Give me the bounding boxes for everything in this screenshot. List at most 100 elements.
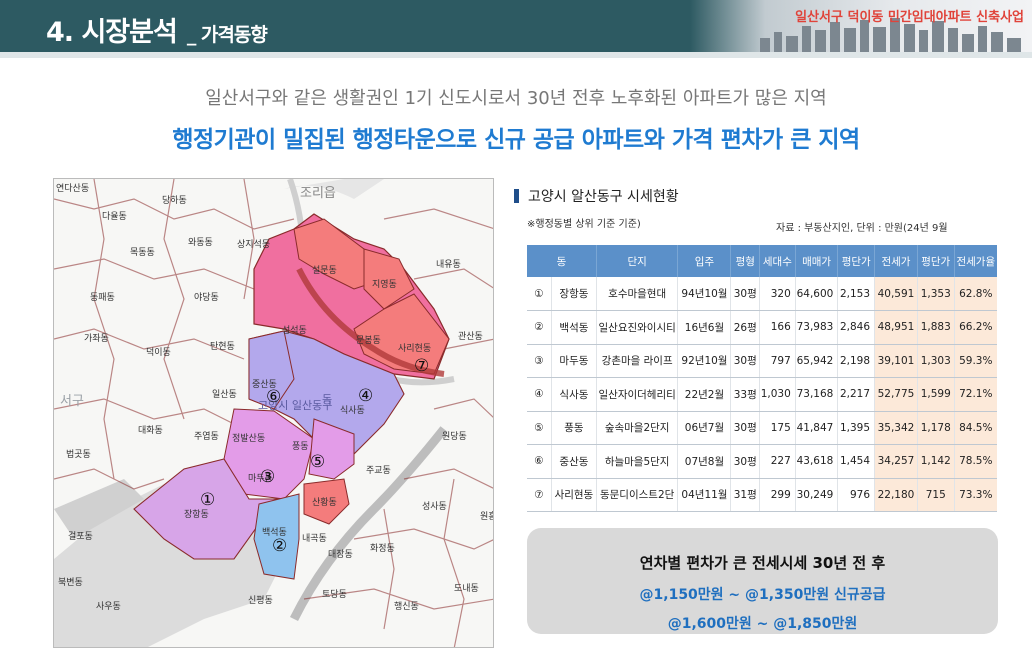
th-sale-per-pyeong: 평단가 xyxy=(837,245,875,277)
marker-2: ② xyxy=(272,536,287,556)
table-cell: 1,395 xyxy=(837,411,875,445)
map-label: 법곳동 xyxy=(66,449,91,460)
table-cell: 34,257 xyxy=(874,444,918,479)
price-table: 동 단지 입주 평형 세대수 매매가 평단가 전세가 평단가 전세가율 ① 장항동… xyxy=(527,245,997,512)
map-label: 신평동 xyxy=(248,595,273,606)
table-cell: 22,180 xyxy=(874,478,918,512)
marker-5: ⑤ xyxy=(310,452,325,472)
map-label: 일산동 xyxy=(212,389,237,400)
table-cell: 30평 xyxy=(730,411,760,445)
table-cell: 33평 xyxy=(730,377,760,412)
map-label: 원당동 xyxy=(442,431,467,442)
map-label: 걸포동 xyxy=(68,531,93,542)
table-cell: 31평 xyxy=(730,478,760,512)
table-cell: 94년10월 xyxy=(677,277,731,311)
table-cell: 1,454 xyxy=(837,444,875,479)
map-label: 대장동 xyxy=(328,549,353,560)
map-label: 문봉동 xyxy=(356,335,381,346)
table-cell: 식사동 xyxy=(550,377,597,412)
map-label: 식사동 xyxy=(340,405,365,416)
map-label: 성석동 xyxy=(282,325,307,336)
table-cell: 715 xyxy=(916,478,955,512)
intro-line-1: 일산서구와 같은 생활권인 1기 신도시로서 30년 전후 노후화된 아파트가 … xyxy=(205,88,827,109)
map-label: 상지석동 xyxy=(237,239,270,250)
table-cell: 43,618 xyxy=(794,444,838,479)
th-households: 세대수 xyxy=(759,245,796,277)
table-cell: ⑤ xyxy=(527,411,552,445)
map-label: 장항동 xyxy=(184,509,209,520)
th-size: 평형 xyxy=(730,245,760,277)
map-label: 행신동 xyxy=(394,600,419,612)
table-cell: 52,775 xyxy=(874,377,918,412)
map-label: 다율동 xyxy=(102,211,127,222)
map-label: 가좌동 xyxy=(84,333,109,344)
map-label: 북변동 xyxy=(58,577,83,588)
table-cell: 30평 xyxy=(730,277,760,311)
table-cell: ② xyxy=(527,310,552,345)
table-cell: 1,178 xyxy=(916,411,955,445)
table-cell: 41,847 xyxy=(794,411,838,445)
table-cell: 사리현동 xyxy=(550,478,597,512)
table-cell: 장항동 xyxy=(550,277,597,311)
th-movein: 입주 xyxy=(677,245,731,277)
table-cell: 중산동 xyxy=(550,444,597,479)
map-label: 백석동 xyxy=(262,527,287,538)
map-label: 주엽동 xyxy=(194,431,219,442)
table-cell: 숲속마을2단지 xyxy=(595,411,678,445)
table-note-criteria: ※행정동별 상위 기준 기준) xyxy=(527,219,641,230)
table-cell: 06년7월 xyxy=(677,411,731,445)
map-label: 연다산동 xyxy=(56,183,89,194)
table-cell: 2,217 xyxy=(837,377,875,412)
map-label: 설문동 xyxy=(312,265,337,276)
table-cell: 73.3% xyxy=(953,478,997,512)
map-label: 내곡동 xyxy=(302,533,327,544)
table-cell: 66.2% xyxy=(953,310,997,345)
table-row: ② 백석동 일산요진와이시티 16년6월 26평 166 73,983 2,846 48,951… xyxy=(527,310,997,345)
map-label: 화정동 xyxy=(370,543,395,554)
map-label: 서구 xyxy=(60,394,84,409)
table-row: ③ 마두동 강촌마을 라이프 92년10월 30평 797 65,942 2,198 39,10… xyxy=(527,344,997,378)
table-cell: ① xyxy=(527,277,552,311)
page-title-main: 4. 시장분석 xyxy=(46,17,178,48)
marker-1: ① xyxy=(200,490,215,510)
map-label: 도내동 xyxy=(454,583,479,594)
table-cell: 풍동 xyxy=(550,411,597,445)
table-cell: 299 xyxy=(759,478,796,512)
table-cell: 64,600 xyxy=(794,277,838,311)
table-cell: 호수마을현대 xyxy=(595,277,678,311)
map-label: 덕이동 xyxy=(146,347,171,358)
table-cell: 92년10월 xyxy=(677,344,731,378)
project-name: 일산서구 덕이동 민간임대아파트 신축사업 xyxy=(795,10,1024,25)
table-cell: 1,883 xyxy=(916,310,955,345)
page-title-sub: _ 가격동향 xyxy=(186,24,268,46)
table-cell: 30,249 xyxy=(794,478,838,512)
table-cell: 59.3% xyxy=(953,344,997,378)
section-title-bar xyxy=(514,189,519,203)
summary-line-1: 연차별 편차가 큰 전세시세 30년 전 후 xyxy=(639,554,886,572)
table-cell: 일산요진와이시티 xyxy=(595,310,678,345)
th-jeonse-price: 전세가 xyxy=(874,245,918,277)
table-cell: 하늘마을5단지 xyxy=(595,444,678,479)
table-note-source: 자료 : 부동산지인, 단위 : 만원(24년 9월 xyxy=(776,223,948,234)
table-cell: 22년2월 xyxy=(677,377,731,412)
table-row: ⑤ 풍동 숲속마을2단지 06년7월 30평 175 41,847 1,395 35,342 1,… xyxy=(527,411,997,445)
table-cell: 07년8월 xyxy=(677,444,731,479)
table-cell: 16년6월 xyxy=(677,310,731,345)
map-label: 목동동 xyxy=(130,247,155,258)
summary-line-2: @1,150만원 ~ @1,350만원 신규공급 xyxy=(639,587,886,603)
table-cell: 62.8% xyxy=(953,277,997,311)
table-cell: 65,942 xyxy=(794,344,838,378)
marker-6: ⑥ xyxy=(266,387,281,407)
table-cell: 84.5% xyxy=(953,411,997,445)
table-cell: 30평 xyxy=(730,444,760,479)
table-cell: 백석동 xyxy=(550,310,597,345)
table-row: ⑥ 중산동 하늘마을5단지 07년8월 30평 227 43,618 1,454 34,257 1… xyxy=(527,444,997,479)
skyline-illustration xyxy=(760,18,1021,52)
map-label: 야당동 xyxy=(194,292,219,303)
table-cell: 797 xyxy=(759,344,796,378)
table-cell: 976 xyxy=(837,478,875,512)
map-label: 당하동 xyxy=(162,195,187,206)
map-label: 토당동 xyxy=(322,589,347,600)
map-label: 탄현동 xyxy=(210,341,235,352)
map-label: 풍동 xyxy=(292,441,309,452)
